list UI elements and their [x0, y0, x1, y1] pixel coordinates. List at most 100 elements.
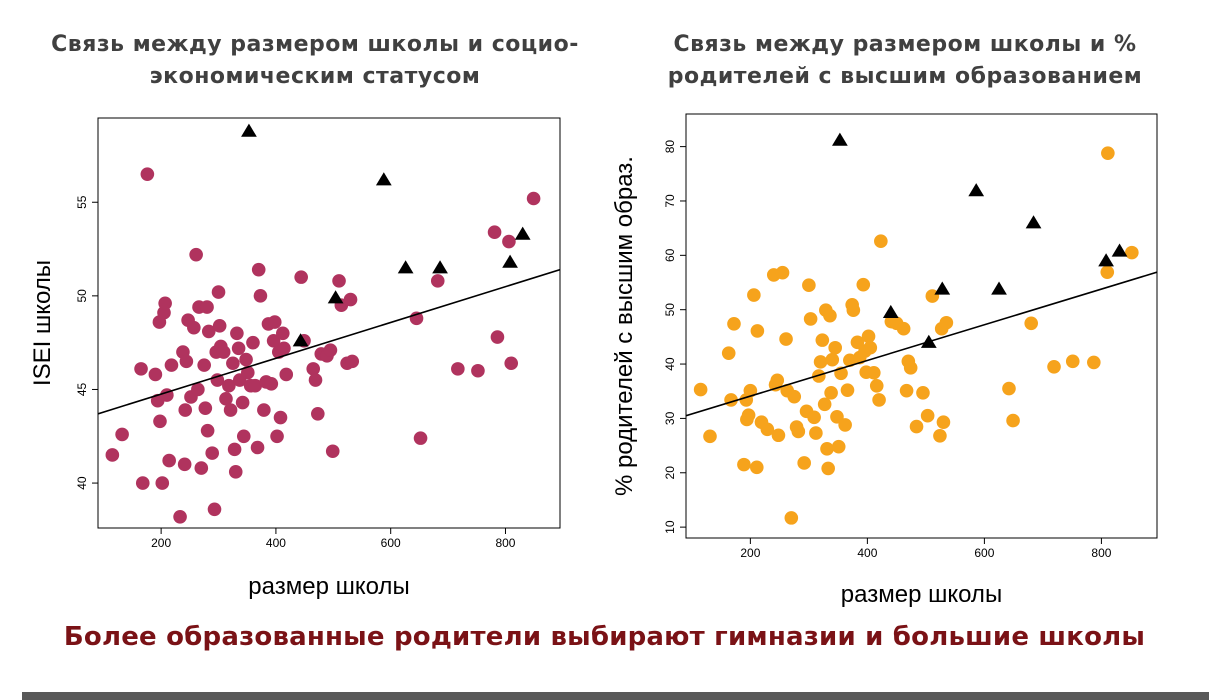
- data-point-circle: [939, 315, 954, 330]
- data-point-circle: [821, 461, 835, 476]
- data-point-circle: [264, 377, 279, 391]
- data-point-circle: [306, 362, 321, 376]
- data-point-circle: [872, 393, 886, 407]
- data-point-circle: [916, 386, 930, 400]
- data-point-circle: [267, 315, 282, 329]
- x-tick-label: 200: [740, 546, 760, 560]
- data-point-circle: [815, 333, 830, 347]
- data-point-circle: [693, 382, 708, 397]
- regression-line: [686, 271, 1157, 417]
- data-point-circle: [173, 509, 187, 524]
- data-point-circle: [831, 439, 846, 454]
- data-point-circle: [802, 278, 816, 293]
- y-tick-label: 40: [663, 357, 677, 371]
- data-point-circle: [779, 332, 793, 346]
- data-point-circle: [490, 330, 505, 344]
- data-point-circle: [899, 383, 914, 398]
- chart-title-left: Связь между размером школы и социо-эконо…: [51, 32, 579, 89]
- data-point-circle: [813, 355, 828, 369]
- data-point-circle: [276, 326, 290, 341]
- data-point-circle: [838, 418, 852, 432]
- data-point-circle: [325, 444, 340, 459]
- data-point-circle: [231, 341, 246, 356]
- data-point-circle: [257, 403, 271, 417]
- data-point-circle: [228, 465, 243, 479]
- y-tick-label: 30: [663, 411, 677, 425]
- data-point-circle: [279, 367, 294, 382]
- x-tick-label: 600: [381, 536, 401, 550]
- data-point-circle: [236, 429, 251, 444]
- data-point-circle: [809, 426, 823, 440]
- chart-right: 200 400 600 800 10 20 30 40 50 60 70 80 размер школы…: [611, 113, 1158, 608]
- x-tick-label: 400: [857, 546, 877, 560]
- x-tick-label: 600: [974, 546, 994, 560]
- data-point-circle: [825, 352, 840, 367]
- data-point-circle: [471, 363, 485, 378]
- data-point-circle: [277, 341, 291, 356]
- data-point-circle: [148, 367, 163, 382]
- data-point-triangle: [1111, 243, 1128, 257]
- x-tick-label: 800: [1091, 546, 1111, 560]
- y-axis-title: % родителей с высшим образ.: [611, 156, 638, 496]
- data-point-triangle: [920, 334, 937, 348]
- data-point-circle: [200, 300, 214, 314]
- data-point-circle: [135, 476, 150, 490]
- x-tick-label: 200: [151, 536, 171, 550]
- data-point-circle: [210, 373, 225, 387]
- plot-frame: [685, 113, 1158, 539]
- data-point-circle: [1065, 354, 1080, 369]
- data-point-circle: [737, 457, 751, 472]
- data-point-circle: [451, 362, 465, 376]
- data-point-circle: [760, 422, 775, 437]
- y-tick-label: 60: [663, 248, 677, 262]
- data-point-circle: [187, 320, 201, 335]
- data-point-circle: [920, 408, 935, 423]
- data-point-circle: [332, 274, 346, 288]
- data-point-circle: [191, 382, 205, 397]
- data-point-triangle: [1025, 215, 1042, 229]
- data-point-circle: [787, 389, 802, 404]
- data-point-triangle: [832, 132, 848, 146]
- data-point-circle: [1002, 381, 1016, 396]
- data-point-circle: [1100, 265, 1115, 279]
- data-point-circle: [413, 431, 428, 445]
- data-point-circle: [703, 429, 717, 444]
- data-point-triangle: [1098, 253, 1114, 267]
- data-point-circle: [807, 410, 821, 425]
- y-axis-title: ISEI школы: [29, 260, 56, 386]
- data-point-triangle: [375, 172, 392, 186]
- data-point-circle: [743, 383, 758, 398]
- data-point-circle: [487, 225, 502, 240]
- data-point-circle: [162, 453, 176, 468]
- data-point-triangle: [432, 260, 448, 274]
- x-axis-title: размер школы: [248, 573, 409, 600]
- data-point-circle: [179, 354, 194, 369]
- data-point-circle: [294, 270, 308, 284]
- data-point-circle: [856, 277, 871, 292]
- data-point-circle: [323, 343, 338, 357]
- data-point-triangle: [991, 281, 1007, 295]
- data-point-circle: [153, 414, 167, 429]
- data-point-circle: [1101, 146, 1115, 160]
- data-point-circle: [867, 365, 881, 380]
- data-point-circle: [189, 247, 203, 262]
- data-point-circle: [201, 324, 216, 339]
- data-point-circle: [430, 274, 445, 288]
- data-point-circle: [227, 442, 242, 457]
- plot-frame: [97, 117, 561, 529]
- data-point-circle: [770, 373, 785, 388]
- regression-line: [98, 268, 560, 415]
- data-point-circle: [158, 296, 172, 311]
- data-point-circle: [155, 476, 170, 490]
- data-point-circle: [115, 427, 129, 442]
- data-point-circle: [727, 317, 741, 331]
- chart-title-right: Связь между размером школы и % родителей…: [667, 32, 1143, 89]
- data-point-circle: [216, 345, 231, 359]
- data-point-circle: [140, 167, 155, 181]
- data-point-triangle: [292, 333, 309, 347]
- data-point-circle: [861, 329, 876, 344]
- data-point-circle: [134, 362, 148, 376]
- data-point-circle: [896, 321, 911, 336]
- data-point-circle: [903, 361, 918, 375]
